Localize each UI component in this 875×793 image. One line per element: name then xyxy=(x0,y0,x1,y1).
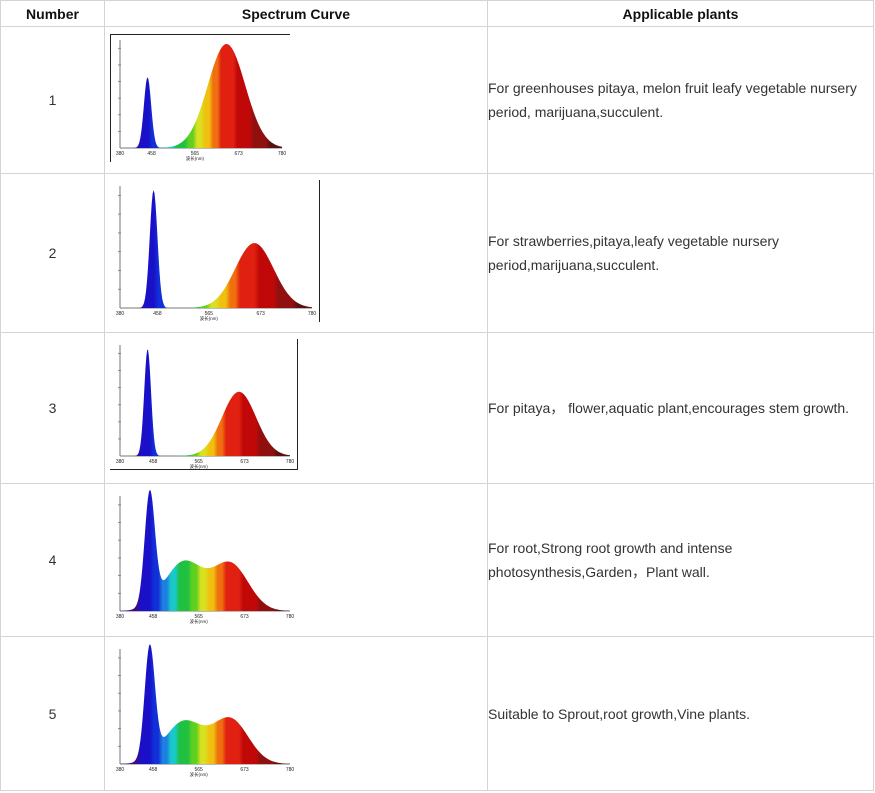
spectrum-chart: 380 458 565 673 780 波长(nm) xyxy=(110,34,290,162)
header-spectrum-curve: Spectrum Curve xyxy=(104,0,488,27)
header-applicable-plants: Applicable plants xyxy=(487,0,874,27)
spectrum-chart: 380 458 565 673 780 波长(nm) xyxy=(116,644,295,778)
x-tick-label: 673 xyxy=(256,311,265,317)
x-tick-label: 380 xyxy=(116,311,125,317)
x-tick-label: 380 xyxy=(116,459,125,465)
x-tick-label: 380 xyxy=(116,151,125,157)
x-tick-label: 458 xyxy=(149,614,158,620)
spectrum-chart: 380 458 565 673 780 波长(nm) xyxy=(116,180,320,322)
spectrum-chart-box: 380 458 565 673 780 波长(nm) xyxy=(110,339,298,470)
table-row: 2 380 458 565 673 780 波长(nm) For strawberries… xyxy=(0,173,874,333)
row-number: 5 xyxy=(0,636,105,791)
x-tick-label: 380 xyxy=(116,767,125,773)
x-tick-label: 565 xyxy=(194,459,203,465)
table-row: 1 380 458 565 673 780 波长(nm) For greenhouses … xyxy=(0,26,874,174)
x-tick-label: 780 xyxy=(308,311,317,317)
x-tick-label: 458 xyxy=(147,151,156,157)
row-number: 3 xyxy=(0,332,105,484)
x-axis-label: 波长(nm) xyxy=(190,618,209,625)
x-axis-label: 波长(nm) xyxy=(200,315,219,322)
x-tick-label: 458 xyxy=(149,767,158,773)
spectrum-area xyxy=(120,44,282,148)
spectrum-area xyxy=(120,349,290,456)
x-tick-label: 565 xyxy=(194,614,203,620)
applicable-plants-text: For pitaya， flower,aquatic plant,encoura… xyxy=(487,332,874,484)
x-tick-label: 673 xyxy=(234,151,243,157)
applicable-plants-text: For greenhouses pitaya, melon fruit leaf… xyxy=(487,26,874,174)
table-row: 4 380 458 565 673 780 波长(nm) For root,Strong … xyxy=(0,483,874,637)
spectrum-cell: 380 458 565 673 780 波长(nm) xyxy=(104,26,488,174)
header-row: Number Spectrum Curve Applicable plants xyxy=(0,0,874,27)
spectrum-chart: 380 458 565 673 780 波长(nm) xyxy=(110,339,298,470)
spectrum-area xyxy=(120,644,290,764)
x-axis-label: 波长(nm) xyxy=(190,463,209,470)
x-axis-label: 波长(nm) xyxy=(186,155,205,162)
table-row: 3 380 458 565 673 780 波长(nm) For pitaya， flow… xyxy=(0,332,874,484)
x-tick-label: 565 xyxy=(191,151,200,157)
x-tick-label: 673 xyxy=(240,614,249,620)
x-tick-label: 673 xyxy=(240,767,249,773)
spectrum-area xyxy=(120,490,290,611)
spectrum-cell: 380 458 565 673 780 波长(nm) xyxy=(104,636,488,791)
x-tick-label: 780 xyxy=(286,459,295,465)
spectrum-chart-box: 380 458 565 673 780 波长(nm) xyxy=(110,180,320,322)
x-tick-label: 380 xyxy=(116,614,125,620)
spectrum-cell: 380 458 565 673 780 波长(nm) xyxy=(104,332,488,484)
x-axis-label: 波长(nm) xyxy=(190,771,209,778)
spectrum-area xyxy=(120,190,312,308)
x-tick-label: 565 xyxy=(194,767,203,773)
x-tick-label: 458 xyxy=(149,459,158,465)
spectrum-chart-box: 380 458 565 673 780 波长(nm) xyxy=(110,34,290,162)
x-tick-label: 780 xyxy=(278,151,287,157)
x-tick-label: 673 xyxy=(240,459,249,465)
x-tick-label: 780 xyxy=(286,767,295,773)
x-tick-label: 780 xyxy=(286,614,295,620)
table-row: 5 380 458 565 673 780 波长(nm) Suitable to Spro… xyxy=(0,636,874,791)
row-number: 1 xyxy=(0,26,105,174)
spectrum-cell: 380 458 565 673 780 波长(nm) xyxy=(104,483,488,637)
header-number: Number xyxy=(0,0,105,27)
spectrum-chart-box: 380 458 565 673 780 波长(nm) xyxy=(110,643,298,778)
x-tick-label: 458 xyxy=(153,311,162,317)
x-tick-label: 565 xyxy=(205,311,214,317)
applicable-plants-text: For root,Strong root growth and intense … xyxy=(487,483,874,637)
applicable-plants-text: For strawberries,pitaya,leafy vegetable … xyxy=(487,173,874,333)
row-number: 2 xyxy=(0,173,105,333)
spectrum-chart-box: 380 458 565 673 780 波长(nm) xyxy=(110,490,298,625)
spectrum-chart: 380 458 565 673 780 波长(nm) xyxy=(116,490,295,625)
applicable-plants-text: Suitable to Sprout,root growth,Vine plan… xyxy=(487,636,874,791)
spectrum-cell: 380 458 565 673 780 波长(nm) xyxy=(104,173,488,333)
row-number: 4 xyxy=(0,483,105,637)
